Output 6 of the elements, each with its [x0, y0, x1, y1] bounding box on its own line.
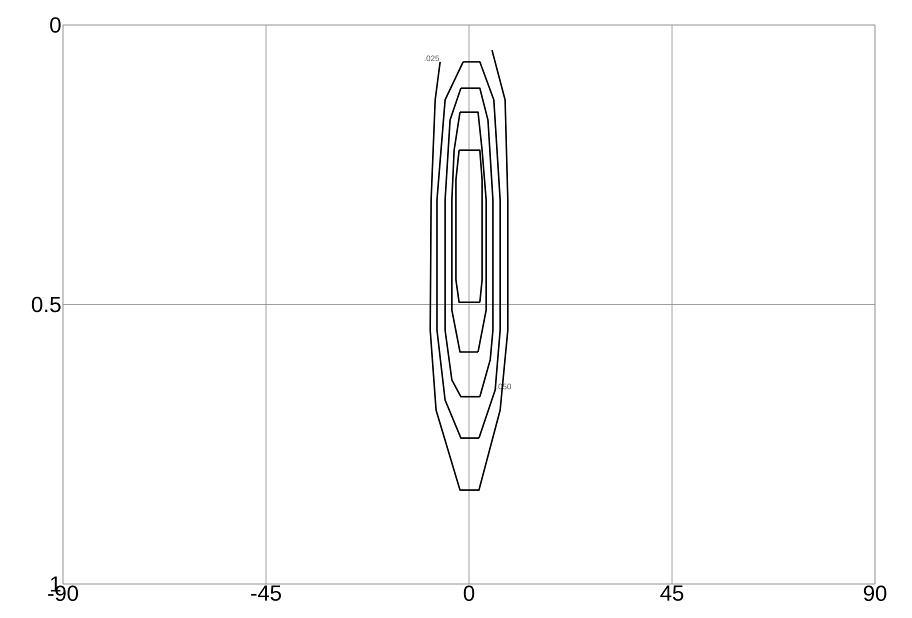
y-tick-label: 0: [50, 17, 61, 33]
x-tick-label: 0: [464, 586, 474, 602]
x-tick-label: -45: [251, 586, 281, 601]
x-tick-label: 45: [660, 586, 684, 601]
y-tick-label: 0.5: [32, 296, 61, 312]
x-tick-label: 90: [864, 586, 886, 602]
